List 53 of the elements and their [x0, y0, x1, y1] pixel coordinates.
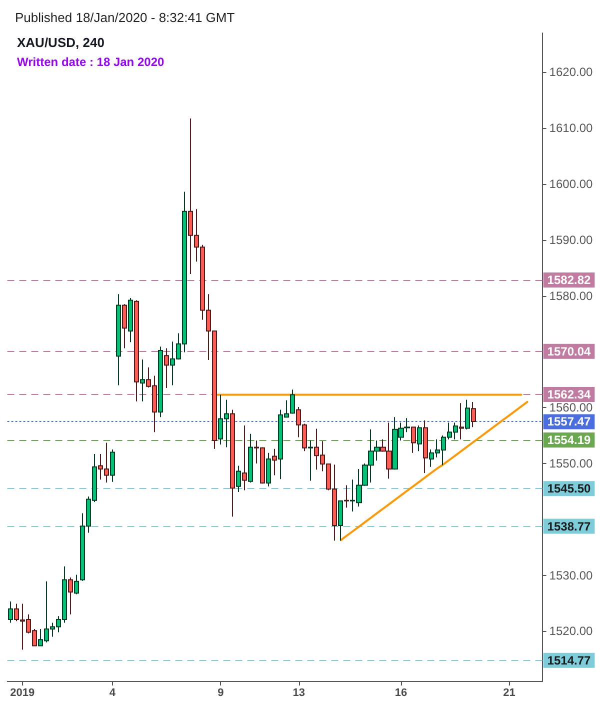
- y-tick-label: 1560.00: [549, 400, 594, 415]
- ref-line-label: 1514.77: [547, 653, 592, 668]
- y-tick-label: 1590.00: [549, 232, 594, 247]
- candlestick: [236, 465, 241, 492]
- x-tick-label: 9: [218, 687, 224, 699]
- x-tick-label: 4: [109, 687, 116, 699]
- candlestick: [164, 348, 169, 388]
- candlestick: [134, 300, 139, 402]
- ref-line-label: 1562.34: [547, 387, 592, 402]
- candlestick: [68, 577, 73, 615]
- ref-line-label: 1545.50: [547, 482, 592, 496]
- candlestick: [248, 433, 253, 483]
- annotation: Written date : 18 Jan 2020: [17, 55, 164, 69]
- candlestick: [423, 420, 428, 474]
- ref-line-label: 1557.47: [547, 414, 592, 429]
- y-tick-label: 1600.00: [549, 176, 594, 191]
- chart-title: XAU/USD, 240: [17, 35, 104, 50]
- candlestick: [338, 500, 343, 542]
- candlestick: [128, 297, 133, 343]
- text: Published 18/Jan/2020 - 8:32:41 GMT: [15, 10, 235, 25]
- ref-line-label: 1582.82: [547, 272, 592, 287]
- x-tick-label: 13: [292, 687, 305, 699]
- candlestick: [308, 440, 313, 482]
- candlestick: [110, 448, 115, 482]
- x-tick-label: 21: [503, 687, 516, 699]
- line-series: [340, 400, 528, 542]
- candlestick: [344, 484, 349, 508]
- candlestick: [116, 294, 121, 386]
- y-tick-label: 1610.00: [549, 121, 594, 136]
- candlestick: [158, 346, 163, 418]
- y-tick-label: 1550.00: [549, 456, 594, 470]
- ref-line-label: 1554.19: [547, 433, 592, 448]
- candlestick: [272, 448, 277, 476]
- x-tick-label: 16: [394, 687, 408, 699]
- candlestick: [459, 402, 464, 440]
- candlestick: [465, 399, 470, 430]
- candlestick: [266, 452, 271, 487]
- candlestick: [230, 409, 235, 518]
- y-tick-label: 1520.00: [549, 624, 594, 638]
- candlestick: [74, 574, 79, 595]
- y-tick-label: 1580.00: [549, 288, 594, 303]
- y-tick-label: 1620.00: [549, 65, 594, 80]
- candlestick: [8, 601, 13, 624]
- y-tick-label: 1530.00: [549, 568, 594, 582]
- candlestick: [471, 401, 476, 428]
- candlestick: [411, 426, 416, 454]
- candlestick: [122, 304, 127, 349]
- candlestick: [242, 424, 247, 491]
- ref-line-label: 1570.04: [547, 344, 592, 358]
- x-tick-label: 2019: [10, 687, 35, 699]
- candlestick: [140, 358, 145, 402]
- ref-line-label: 1538.77: [547, 519, 592, 534]
- candlestick: [417, 424, 422, 452]
